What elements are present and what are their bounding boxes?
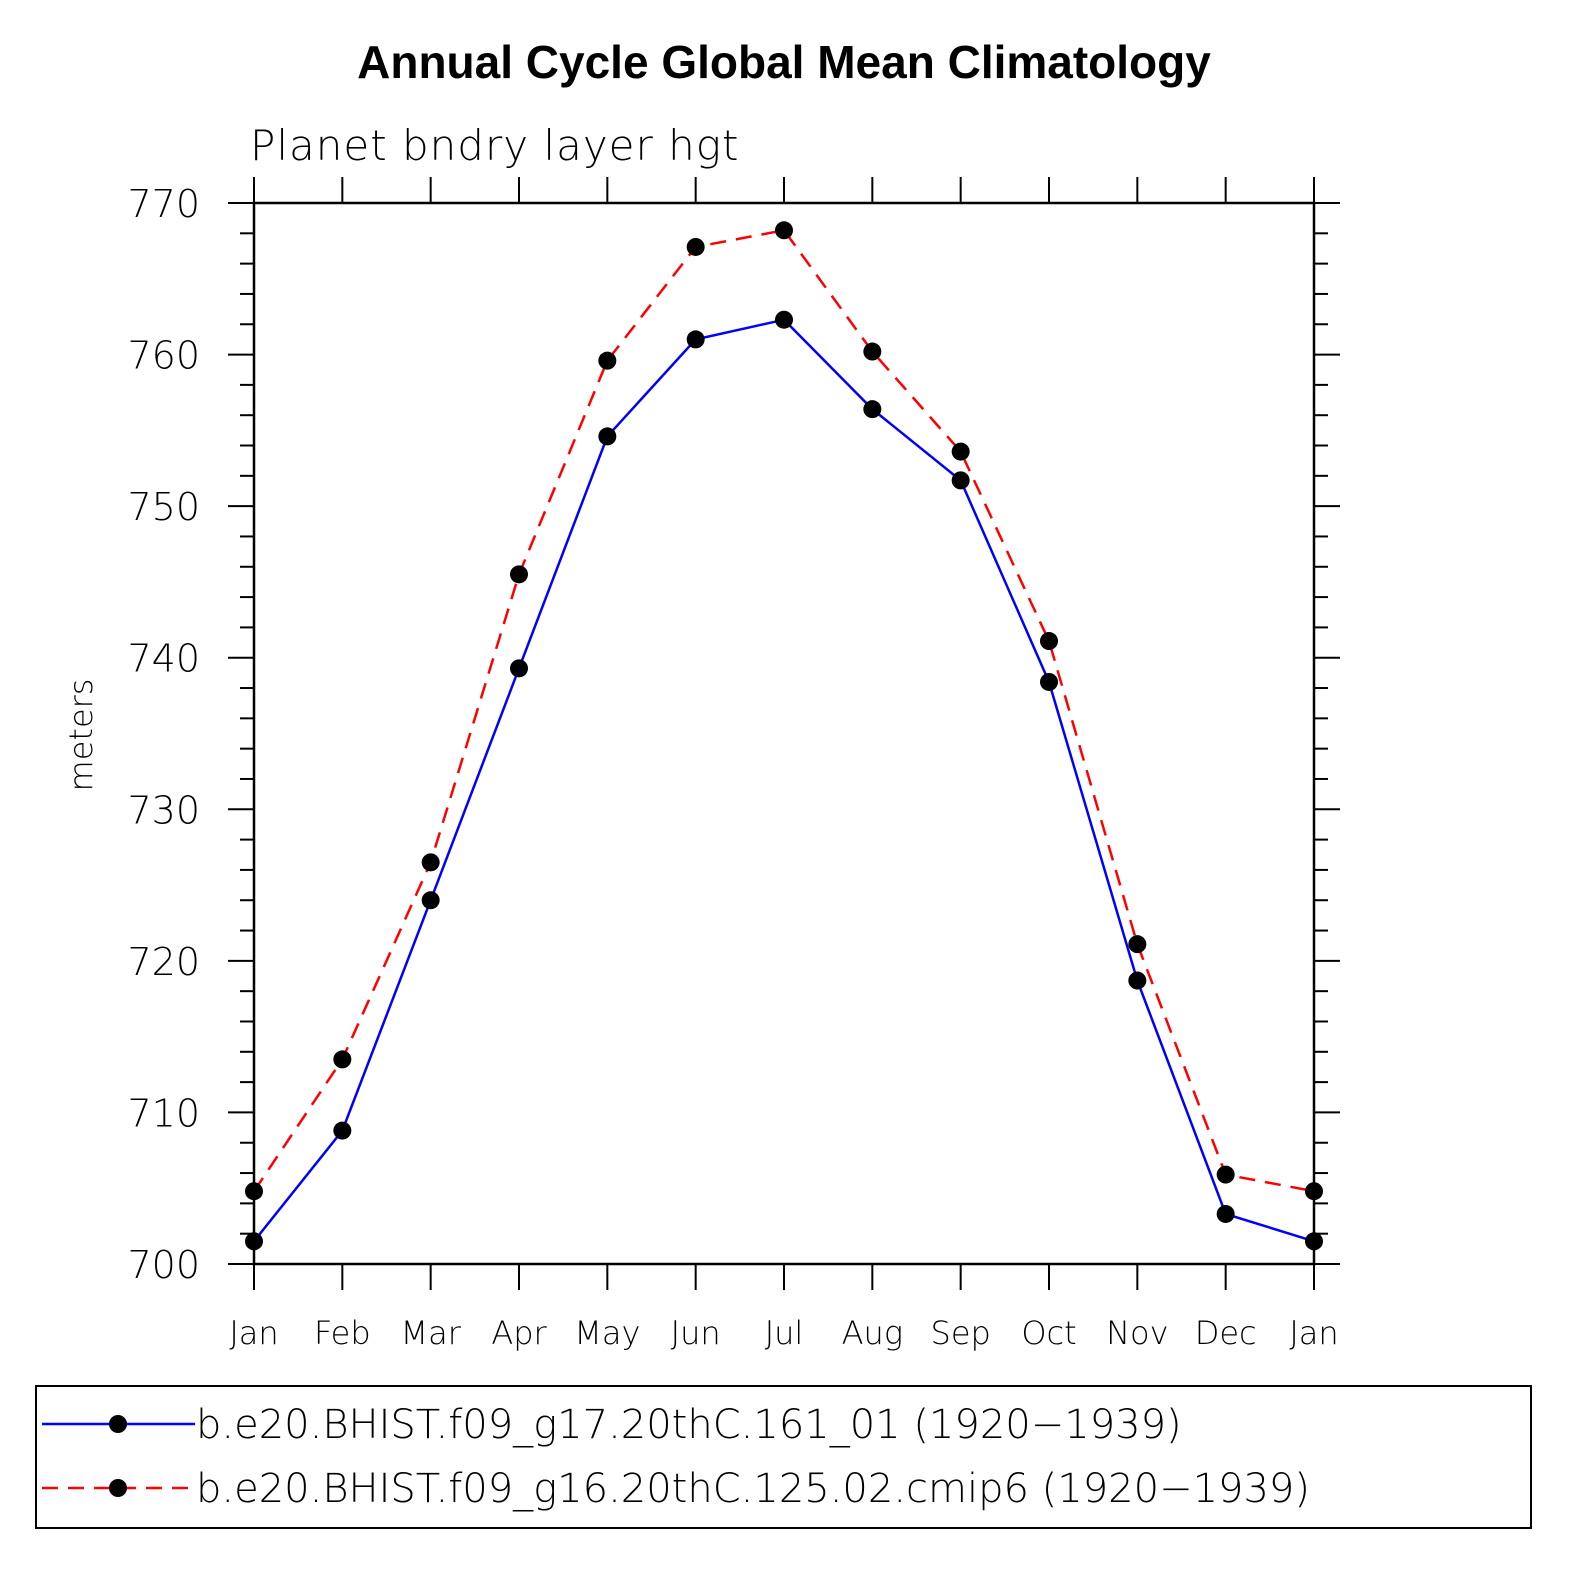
series-line-2: [252, 228, 1315, 1193]
data-point: [775, 310, 793, 329]
legend-marker: [109, 1479, 127, 1497]
data-point: [1128, 935, 1147, 954]
data-point: [686, 237, 705, 256]
y-tick-label: 700: [127, 1243, 200, 1287]
y-tick-label: 720: [127, 940, 200, 984]
x-tick-label: Aug: [842, 1314, 903, 1352]
legend-marker: [109, 1415, 127, 1433]
data-point: [686, 330, 705, 349]
axes: 700 710 720 730 740 750 760 770 Jan Feb Mar Apr May J…: [127, 177, 1340, 1352]
data-point: [333, 1121, 352, 1140]
data-point: [510, 565, 528, 584]
x-tick-label: Jan: [229, 1314, 278, 1352]
data-point: [1305, 1182, 1323, 1201]
x-tick-label: Mar: [400, 1314, 461, 1352]
data-point: [951, 442, 970, 461]
data-point: [951, 471, 970, 490]
plot-frame: [252, 201, 1316, 1266]
data-point: [1128, 971, 1147, 990]
data-point: [510, 659, 528, 678]
y-tick-label: 760: [127, 334, 200, 378]
y-tick-label: 730: [127, 788, 200, 832]
data-point: [775, 221, 793, 240]
x-tick-label: Feb: [314, 1314, 371, 1352]
x-tick-label: May: [574, 1314, 640, 1352]
data-point: [421, 891, 440, 910]
data-point: [1040, 672, 1058, 691]
data-point: [333, 1050, 352, 1069]
data-point: [1305, 1232, 1323, 1251]
data-point: [598, 427, 617, 446]
series-group: [245, 221, 1323, 1251]
data-point: [863, 400, 882, 419]
x-tick-label: Sep: [931, 1314, 991, 1352]
data-point: [245, 1232, 263, 1251]
chart-title: Annual Cycle Global Mean Climatology: [357, 36, 1211, 88]
x-tick-label: Nov: [1106, 1314, 1168, 1352]
data-point: [598, 351, 617, 370]
x-tick-label: Apr: [491, 1314, 547, 1352]
data-point: [245, 1182, 263, 1201]
data-point: [1040, 632, 1058, 651]
y-tick-label: 740: [127, 637, 200, 681]
x-tick-label: Jun: [671, 1314, 721, 1352]
y-tick-label: 710: [127, 1091, 200, 1135]
data-point: [1216, 1204, 1235, 1223]
data-point: [1216, 1165, 1235, 1184]
legend: b.e20.BHIST.f09_g17.20thC.161_01 (1920−1…: [35, 1385, 1532, 1529]
y-axis-label: meters: [62, 679, 100, 792]
y-tick-label: 770: [127, 182, 200, 226]
x-tick-label: Oct: [1021, 1314, 1076, 1352]
series-line-1: [253, 318, 1315, 1243]
chart-subtitle: Planet bndry layer hgt: [250, 121, 739, 170]
legend-label: b.e20.BHIST.f09_g16.20thC.125.02.cmip6 (…: [196, 1466, 1310, 1512]
x-tick-label: Jan: [1289, 1314, 1338, 1352]
x-tick-label: Dec: [1195, 1314, 1257, 1352]
legend-label: b.e20.BHIST.f09_g17.20thC.161_01 (1920−1…: [196, 1402, 1182, 1448]
data-point: [421, 853, 440, 872]
legend-box: [35, 1385, 1532, 1529]
data-point: [863, 342, 882, 361]
y-tick-label: 750: [127, 485, 200, 529]
x-tick-label: Jul: [765, 1314, 804, 1352]
